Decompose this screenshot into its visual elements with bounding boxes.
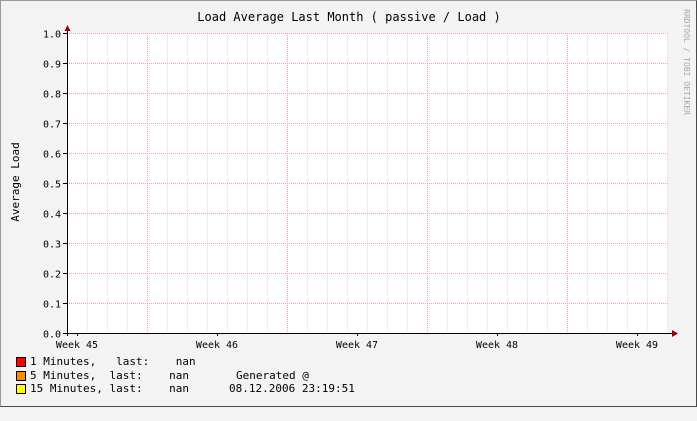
legend-1-minutes: 1 Minutes, last: nan: [16, 355, 196, 394]
y-axis-arrow: [64, 25, 71, 31]
y-tick-label: 0.8: [43, 90, 61, 101]
y-axis-label: Average Load: [9, 142, 22, 221]
rrdtool-watermark: RRDTOOL / TOBI OETIKER: [682, 9, 691, 115]
x-tick-label: Week 49: [616, 340, 658, 351]
legend-1-minutes-text: 1 Minutes, last: nan: [30, 355, 196, 368]
legend-swatch-yellow: [16, 384, 26, 394]
y-tick-label: 0.6: [43, 150, 61, 161]
x-tick-label: Week 45: [56, 340, 98, 351]
legend-5-minutes: 5 Minutes, last: nan: [16, 369, 189, 408]
y-tick-label: 0.4: [43, 210, 61, 221]
y-tick-label: 0.2: [43, 270, 61, 281]
legend-15-minutes: 15 Minutes, last: nan: [16, 382, 189, 421]
axes: [63, 25, 678, 337]
y-tick-label: 0.9: [43, 60, 61, 71]
x-tick-labels: Week 45 Week 46 Week 47 Week 48 Week 49: [56, 340, 658, 351]
y-tick-label: 1.0: [43, 30, 61, 41]
y-tick-label: 0.1: [43, 300, 61, 311]
y-tick-label: 0.0: [43, 330, 61, 341]
legend-15-minutes-text: 15 Minutes, last: nan: [30, 382, 189, 395]
generated-timestamp: 08.12.2006 23:19:51: [229, 382, 355, 395]
legend-swatch-orange: [16, 371, 26, 381]
x-tick-label: Week 47: [336, 340, 378, 351]
generated-label: Generated @: [236, 369, 309, 382]
x-axis-arrow: [672, 330, 678, 337]
legend-5-minutes-text: 5 Minutes, last: nan: [30, 369, 189, 382]
load-chart: 0.0 0.1 0.2 0.3 0.4 0.5 0.6 0.7 0.8 0.9 1.0 Week 4…: [9, 9, 691, 351]
y-tick-labels: 0.0 0.1 0.2 0.3 0.4 0.5 0.6 0.7 0.8 0.9 1.0: [43, 30, 61, 341]
y-tick-label: 0.7: [43, 120, 61, 131]
y-tick-label: 0.5: [43, 180, 61, 191]
x-tick-label: Week 46: [196, 340, 238, 351]
chart-title: Load Average Last Month ( passive / Load…: [197, 10, 500, 24]
legend-swatch-red: [16, 357, 26, 367]
x-tick-label: Week 48: [476, 340, 518, 351]
grid: [67, 33, 668, 333]
y-tick-label: 0.3: [43, 240, 61, 251]
